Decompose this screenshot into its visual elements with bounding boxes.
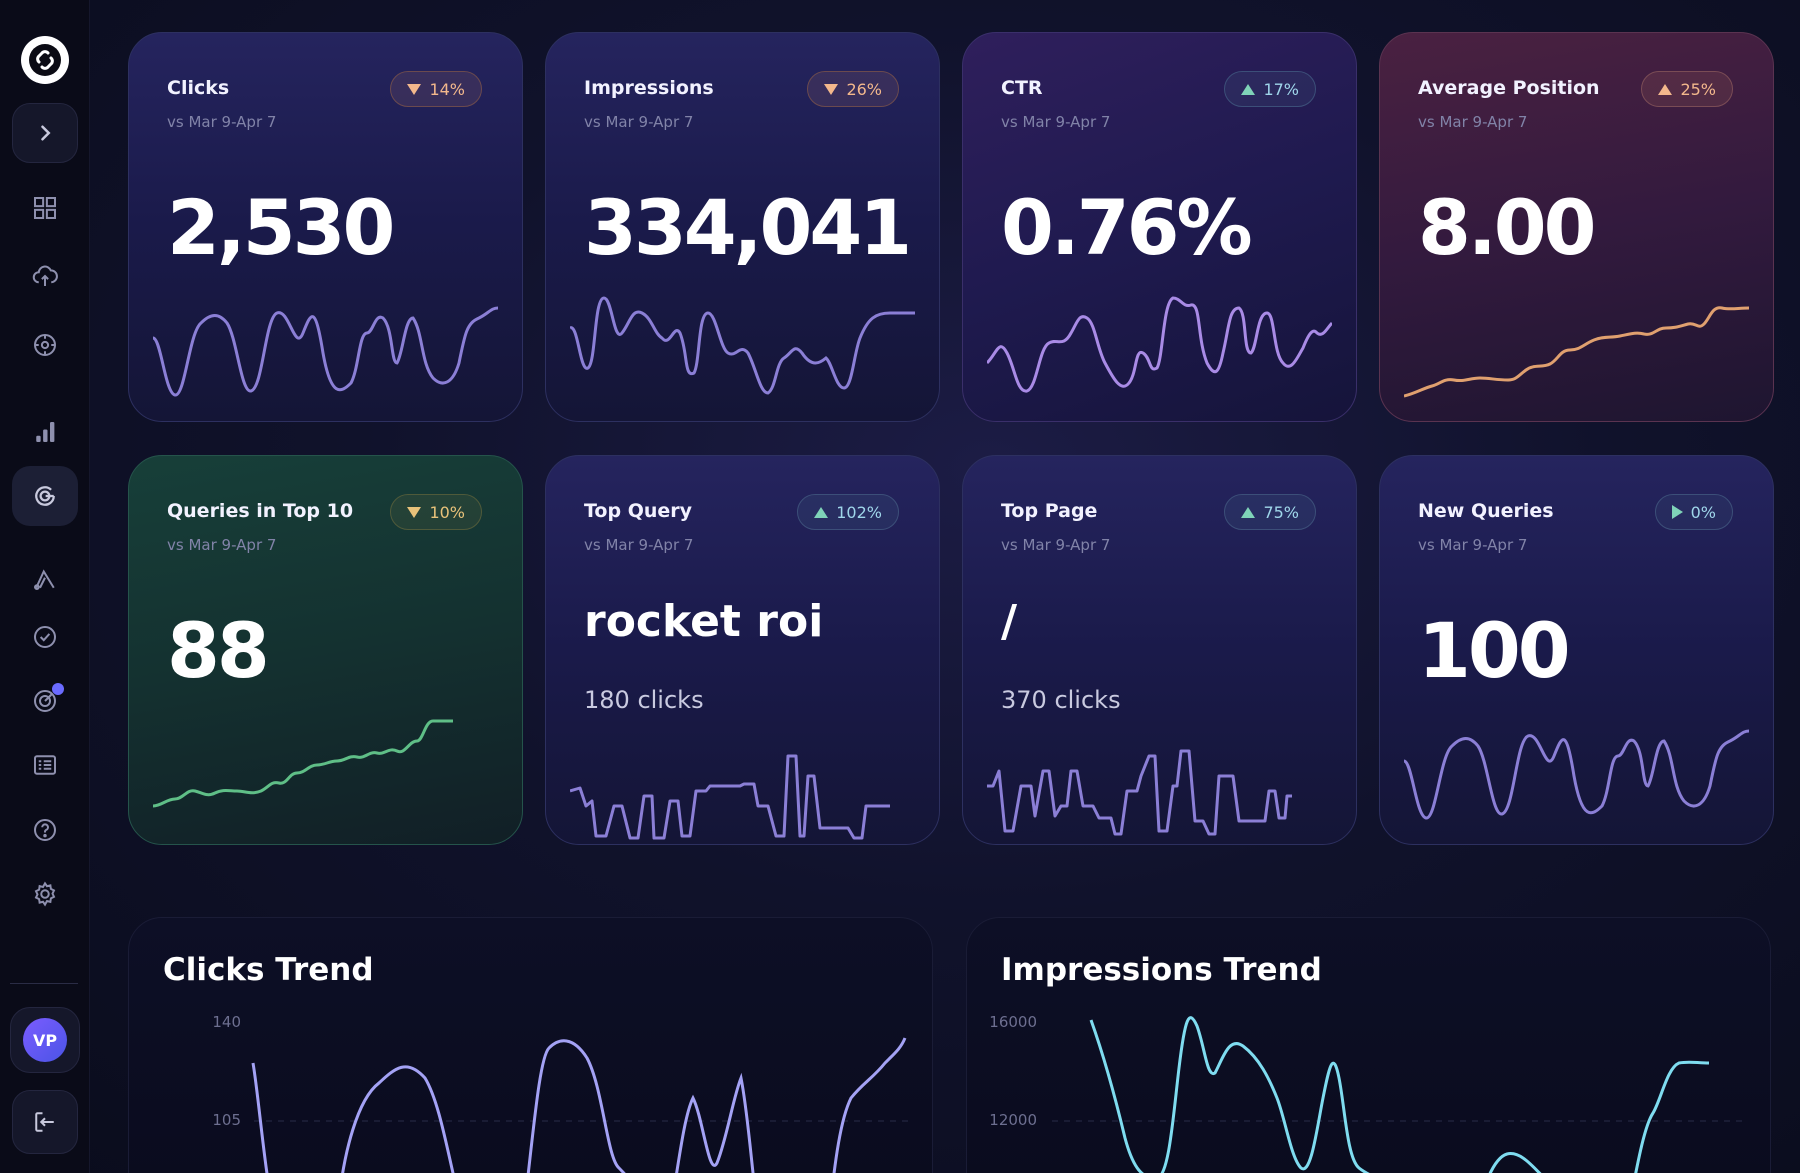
ads-icon[interactable]: [12, 549, 78, 609]
up-arrow-icon: [1241, 83, 1256, 95]
settings-icon[interactable]: [12, 864, 78, 924]
clicks-trend-panel: Clicks Trend 140 105: [128, 917, 933, 1173]
y-tick: 12000: [989, 1111, 1037, 1129]
card-title: Average Position: [1418, 77, 1600, 99]
change-badge: 102%: [797, 494, 899, 530]
impressions-trend-chart: [1052, 1016, 1747, 1173]
top-page-card[interactable]: Top Page 75% vs Mar 9-Apr 7 / 370 clicks: [962, 455, 1357, 845]
comparison-period: vs Mar 9-Apr 7: [1418, 113, 1528, 131]
impressions-sparkline: [570, 296, 915, 395]
change-badge: 75%: [1224, 494, 1316, 530]
notification-dot: [52, 683, 64, 695]
badge-value: 25%: [1680, 79, 1716, 99]
clicks-card[interactable]: Clicks 14% vs Mar 9-Apr 7 2,530: [128, 32, 523, 422]
new-queries-sparkline: [1404, 729, 1749, 820]
badge-value: 26%: [846, 79, 882, 99]
top-query-card[interactable]: Top Query 102% vs Mar 9-Apr 7 rocket roi…: [545, 455, 940, 845]
up-arrow-icon: [1658, 83, 1673, 95]
queries-top-10-sparkline: [153, 719, 453, 808]
comparison-period: vs Mar 9-Apr 7: [1418, 536, 1528, 554]
user-menu[interactable]: VP: [10, 1007, 80, 1073]
goal-icon[interactable]: [12, 671, 78, 731]
change-badge: 17%: [1224, 71, 1316, 107]
new-queries-card[interactable]: New Queries 0% vs Mar 9-Apr 7 100: [1379, 455, 1774, 845]
clicks-trend-chart: [251, 1037, 909, 1173]
change-badge: 26%: [807, 71, 899, 107]
change-badge: 0%: [1654, 494, 1733, 530]
queries-top-10-card[interactable]: Queries in Top 10 10% vs Mar 9-Apr 7 88: [128, 455, 523, 845]
top-query-sparkline: [570, 754, 890, 840]
down-arrow-icon: [824, 83, 839, 95]
down-arrow-icon: [407, 83, 422, 95]
logout-icon[interactable]: [12, 1090, 78, 1154]
badge-value: 10%: [429, 502, 465, 522]
comparison-period: vs Mar 9-Apr 7: [167, 113, 277, 131]
card-title: New Queries: [1418, 500, 1554, 522]
y-tick: 105: [212, 1111, 241, 1129]
top-query-clicks: 180 clicks: [584, 686, 704, 714]
card-title: Clicks: [167, 77, 230, 99]
top-page-value: /: [1001, 596, 1018, 647]
comparison-period: vs Mar 9-Apr 7: [1001, 113, 1111, 131]
check-circle-icon[interactable]: [12, 607, 78, 667]
list-icon[interactable]: [12, 735, 78, 795]
metric-value: 88: [167, 606, 270, 695]
change-badge: 25%: [1641, 71, 1733, 107]
top-query-value: rocket roi: [584, 596, 824, 647]
cloud-upload-icon[interactable]: [12, 246, 78, 306]
top-page-sparkline: [987, 749, 1292, 836]
metric-value: 0.76%: [1001, 183, 1253, 272]
bar-chart-icon[interactable]: [12, 402, 78, 462]
average-position-sparkline: [1404, 306, 1749, 398]
expand-icon[interactable]: [12, 103, 78, 163]
card-title: Top Query: [584, 500, 693, 522]
metric-value: 100: [1418, 606, 1571, 695]
badge-value: 17%: [1263, 79, 1299, 99]
google-icon[interactable]: [12, 466, 78, 526]
impressions-trend-panel: Impressions Trend 16000 12000: [966, 917, 1771, 1173]
right-arrow-icon: [1671, 505, 1683, 519]
card-title: Impressions: [584, 77, 714, 99]
avatar[interactable]: VP: [23, 1018, 67, 1062]
grid-icon[interactable]: [12, 178, 78, 238]
clock-target-icon[interactable]: [12, 315, 78, 375]
panel-title: Impressions Trend: [1001, 952, 1322, 988]
sidebar-divider: [10, 983, 78, 984]
clicks-sparkline: [153, 306, 498, 397]
y-tick: 16000: [989, 1013, 1037, 1031]
ctr-card[interactable]: CTR 17% vs Mar 9-Apr 7 0.76%: [962, 32, 1357, 422]
card-title: CTR: [1001, 77, 1043, 99]
y-tick: 140: [212, 1013, 241, 1031]
card-title: Queries in Top 10: [167, 500, 354, 522]
badge-value: 102%: [836, 502, 882, 522]
average-position-card[interactable]: Average Position 25% vs Mar 9-Apr 7 8.00: [1379, 32, 1774, 422]
badge-value: 75%: [1263, 502, 1299, 522]
comparison-period: vs Mar 9-Apr 7: [1001, 536, 1111, 554]
impressions-card[interactable]: Impressions 26% vs Mar 9-Apr 7 334,041: [545, 32, 940, 422]
help-icon[interactable]: [12, 800, 78, 860]
top-page-clicks: 370 clicks: [1001, 686, 1121, 714]
up-arrow-icon: [814, 506, 829, 518]
change-badge: 14%: [390, 71, 482, 107]
down-arrow-icon: [407, 506, 422, 518]
ctr-sparkline: [987, 296, 1332, 393]
card-title: Top Page: [1001, 500, 1098, 522]
metric-value: 2,530: [167, 183, 395, 272]
badge-value: 14%: [429, 79, 465, 99]
comparison-period: vs Mar 9-Apr 7: [584, 536, 694, 554]
sidebar: VP: [0, 0, 90, 1173]
up-arrow-icon: [1241, 506, 1256, 518]
comparison-period: vs Mar 9-Apr 7: [167, 536, 277, 554]
comparison-period: vs Mar 9-Apr 7: [584, 113, 694, 131]
change-badge: 10%: [390, 494, 482, 530]
metric-value: 8.00: [1418, 183, 1597, 272]
metric-value: 334,041: [584, 183, 912, 272]
panel-title: Clicks Trend: [163, 952, 374, 988]
link-logo-icon[interactable]: [21, 36, 69, 84]
badge-value: 0%: [1690, 502, 1716, 522]
